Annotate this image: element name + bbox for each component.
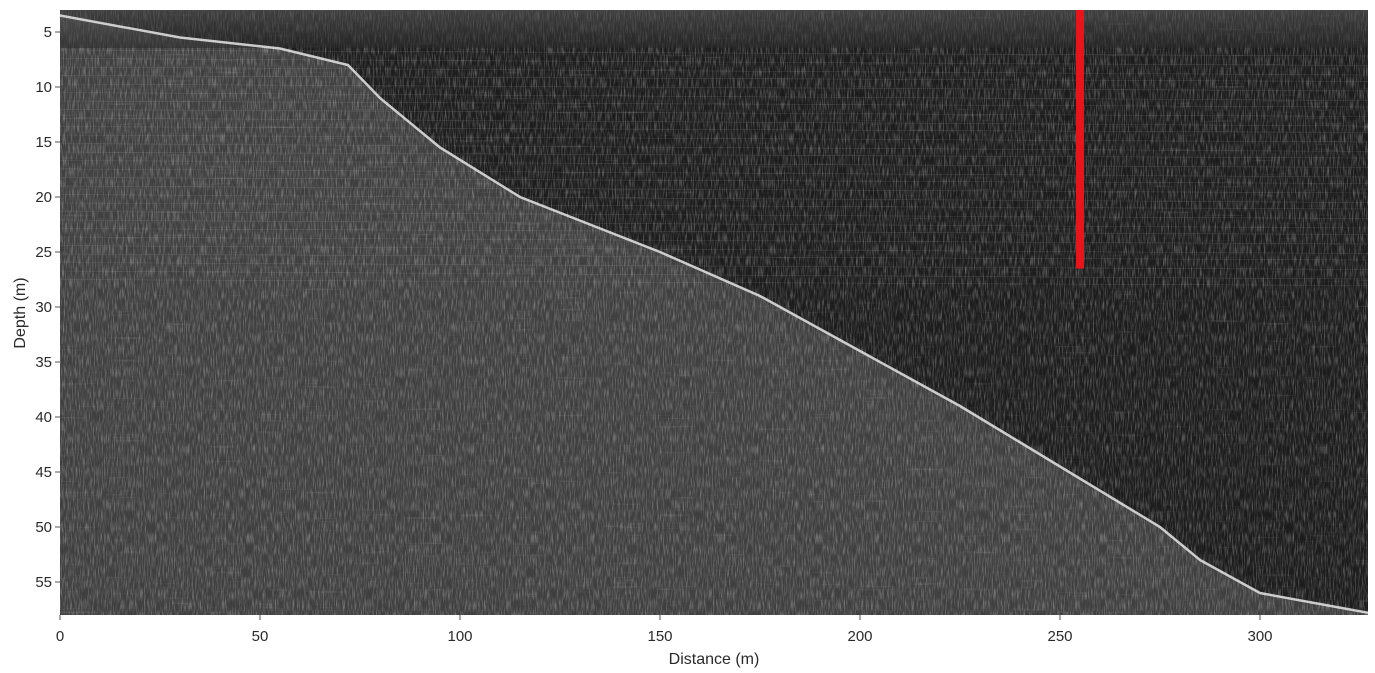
reflector-line (60, 117, 1368, 127)
x-tick-label: 200 (847, 628, 872, 645)
reflector-line (60, 134, 1368, 143)
x-axis: 0 50 100 150 200 250 300 (56, 615, 1273, 645)
reflector-line (60, 151, 1368, 159)
reflector-line (60, 279, 1368, 286)
plot-area (60, 10, 1368, 615)
reflector-line (60, 228, 1368, 235)
reflector-line (60, 194, 1368, 203)
x-tick-label: 250 (1047, 628, 1072, 645)
reflector-line (60, 109, 1368, 117)
y-tick-label: 20 (35, 189, 52, 206)
y-tick-label: 15 (35, 134, 52, 151)
x-axis-title: Distance (m) (669, 651, 760, 668)
y-tick-label: 55 (35, 574, 52, 591)
x-tick-label: 150 (647, 628, 672, 645)
reflector-line (60, 160, 1368, 168)
x-tick-label: 0 (56, 628, 64, 645)
x-tick-label: 100 (447, 628, 472, 645)
y-tick-label: 50 (35, 519, 52, 536)
reflector-line (60, 211, 1368, 219)
reflector-line (60, 92, 1368, 101)
reflector-line (60, 168, 1368, 178)
y-tick-label: 45 (35, 464, 52, 481)
reflector-line (60, 75, 1368, 82)
y-axis-title: Depth (m) (12, 277, 29, 348)
reflector-line (60, 126, 1368, 133)
reflector-line (60, 66, 1368, 76)
radargram-ripple-texture (60, 10, 1368, 615)
x-tick-label: 50 (252, 628, 269, 645)
boundary-reflector (60, 14, 1368, 615)
reflector-line (60, 58, 1368, 66)
reflector-line (60, 202, 1368, 210)
reflector-line (60, 185, 1368, 194)
reflector-line (60, 262, 1368, 270)
reflector-line (60, 177, 1368, 184)
reflector-line (60, 253, 1368, 261)
y-tick-label: 40 (35, 409, 52, 426)
y-tick-label: 25 (35, 244, 52, 261)
reflector-line (60, 83, 1368, 92)
y-axis: 5 10 15 20 25 30 35 40 45 50 55 (35, 24, 60, 591)
reflector-line (60, 100, 1368, 108)
y-tick-label: 35 (35, 354, 52, 371)
reflector-line (60, 49, 1368, 57)
horizontal-reflectors (60, 49, 1368, 286)
surface-band (60, 10, 1368, 48)
y-tick-label: 30 (35, 299, 52, 316)
reflector-line (60, 219, 1368, 229)
reflector-line (60, 143, 1368, 152)
reflector-line (60, 236, 1368, 245)
y-tick-label: 10 (35, 79, 52, 96)
reflector-line (60, 245, 1368, 254)
x-tick-label: 300 (1247, 628, 1272, 645)
y-tick-label: 5 (44, 24, 52, 41)
